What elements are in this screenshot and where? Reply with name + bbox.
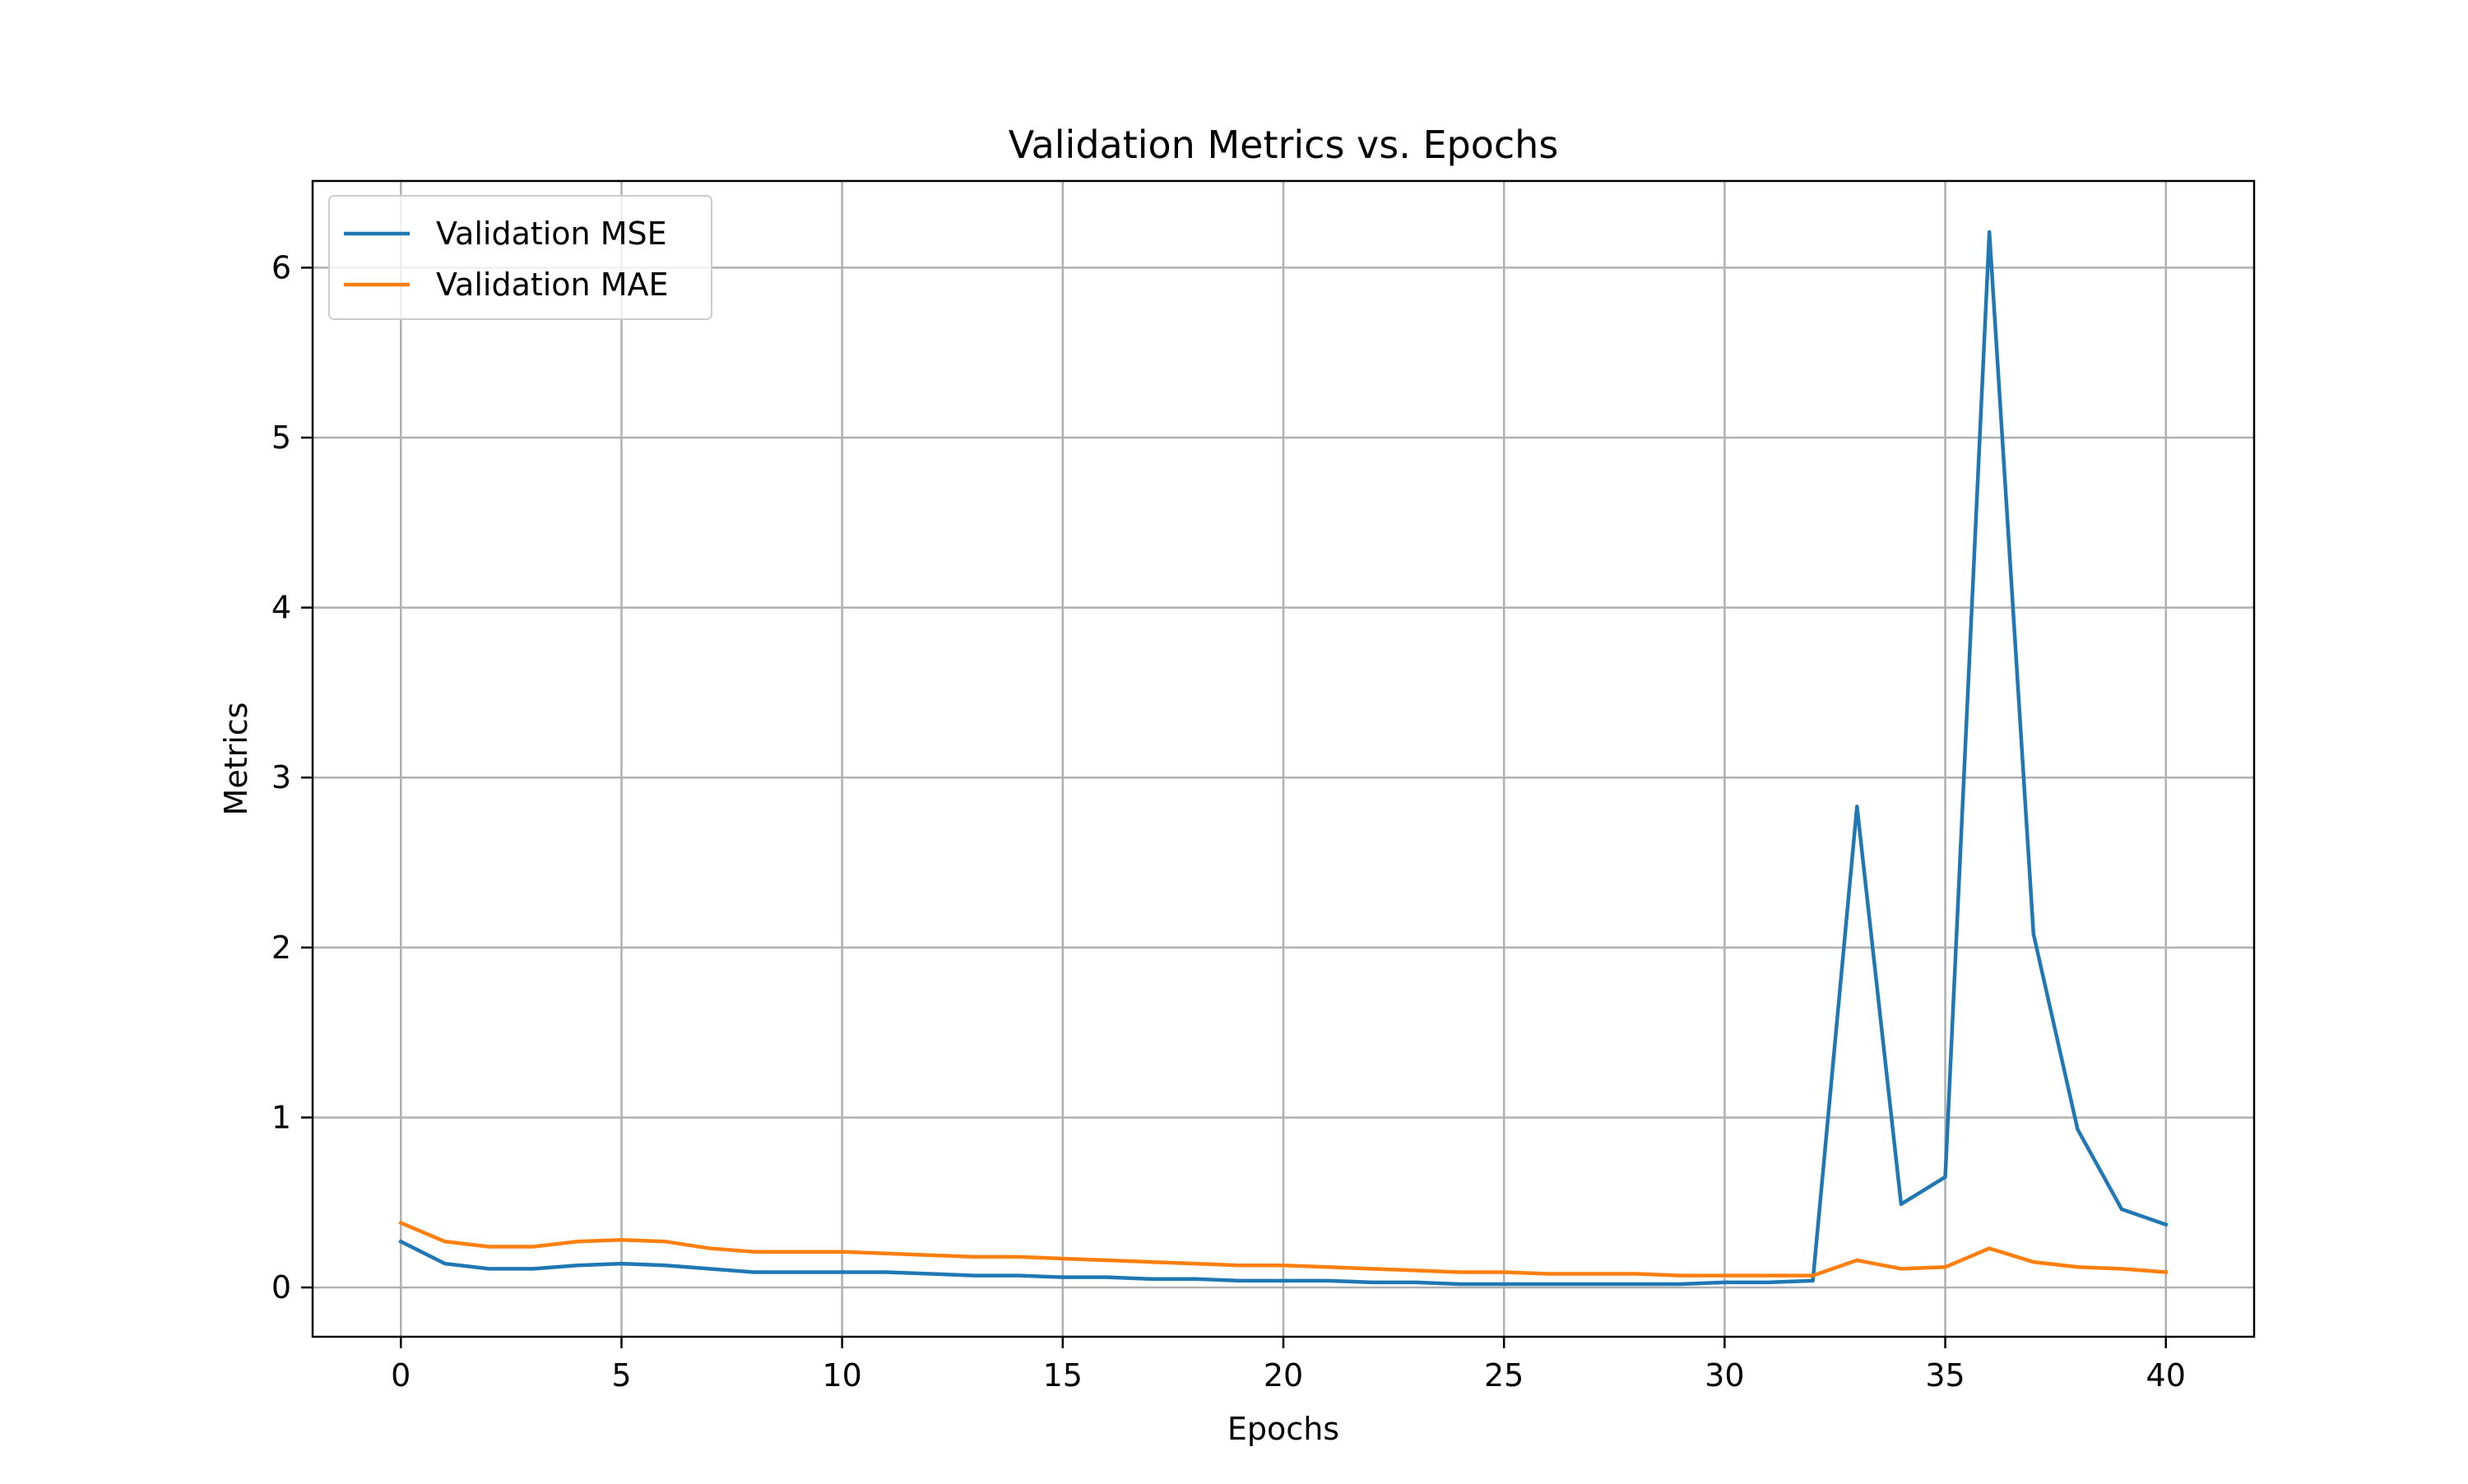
y-tick-label: 0	[271, 1269, 291, 1305]
chart-title: Validation Metrics vs. Epochs	[1009, 123, 1559, 167]
x-axis-ticks: 0 5 10 15 20 25 30 35 40	[391, 1337, 2186, 1394]
legend: Validation MSE Validation MAE	[328, 195, 712, 320]
y-tick-label: 3	[271, 759, 291, 795]
y-tick-label: 6	[271, 249, 291, 285]
legend-label-mae: Validation MAE	[436, 267, 669, 303]
y-tick-label: 5	[271, 420, 291, 456]
x-tick-label: 15	[1043, 1357, 1083, 1394]
y-axis-label: Metrics	[218, 703, 254, 816]
x-tick-label: 20	[1264, 1357, 1303, 1394]
x-tick-label: 5	[611, 1357, 631, 1394]
x-tick-label: 40	[2146, 1357, 2186, 1394]
x-tick-label: 35	[1925, 1357, 1965, 1394]
legend-box	[328, 195, 712, 320]
x-tick-label: 30	[1705, 1357, 1744, 1394]
x-tick-label: 25	[1484, 1357, 1524, 1394]
series-line-mse	[398, 230, 2169, 1287]
legend-label-mse: Validation MSE	[436, 216, 667, 252]
y-tick-label: 4	[271, 590, 291, 626]
series-line-mae	[398, 1220, 2169, 1278]
y-tick-label: 1	[271, 1099, 291, 1135]
x-tick-label: 0	[391, 1357, 411, 1394]
y-axis-ticks: 0 1 2 3 4 5 6	[271, 249, 313, 1305]
grid	[313, 181, 2254, 1337]
y-tick-label: 2	[271, 930, 291, 966]
series-lines	[398, 230, 2169, 1287]
x-axis-label: Epochs	[1227, 1411, 1339, 1447]
x-tick-label: 10	[822, 1357, 861, 1394]
